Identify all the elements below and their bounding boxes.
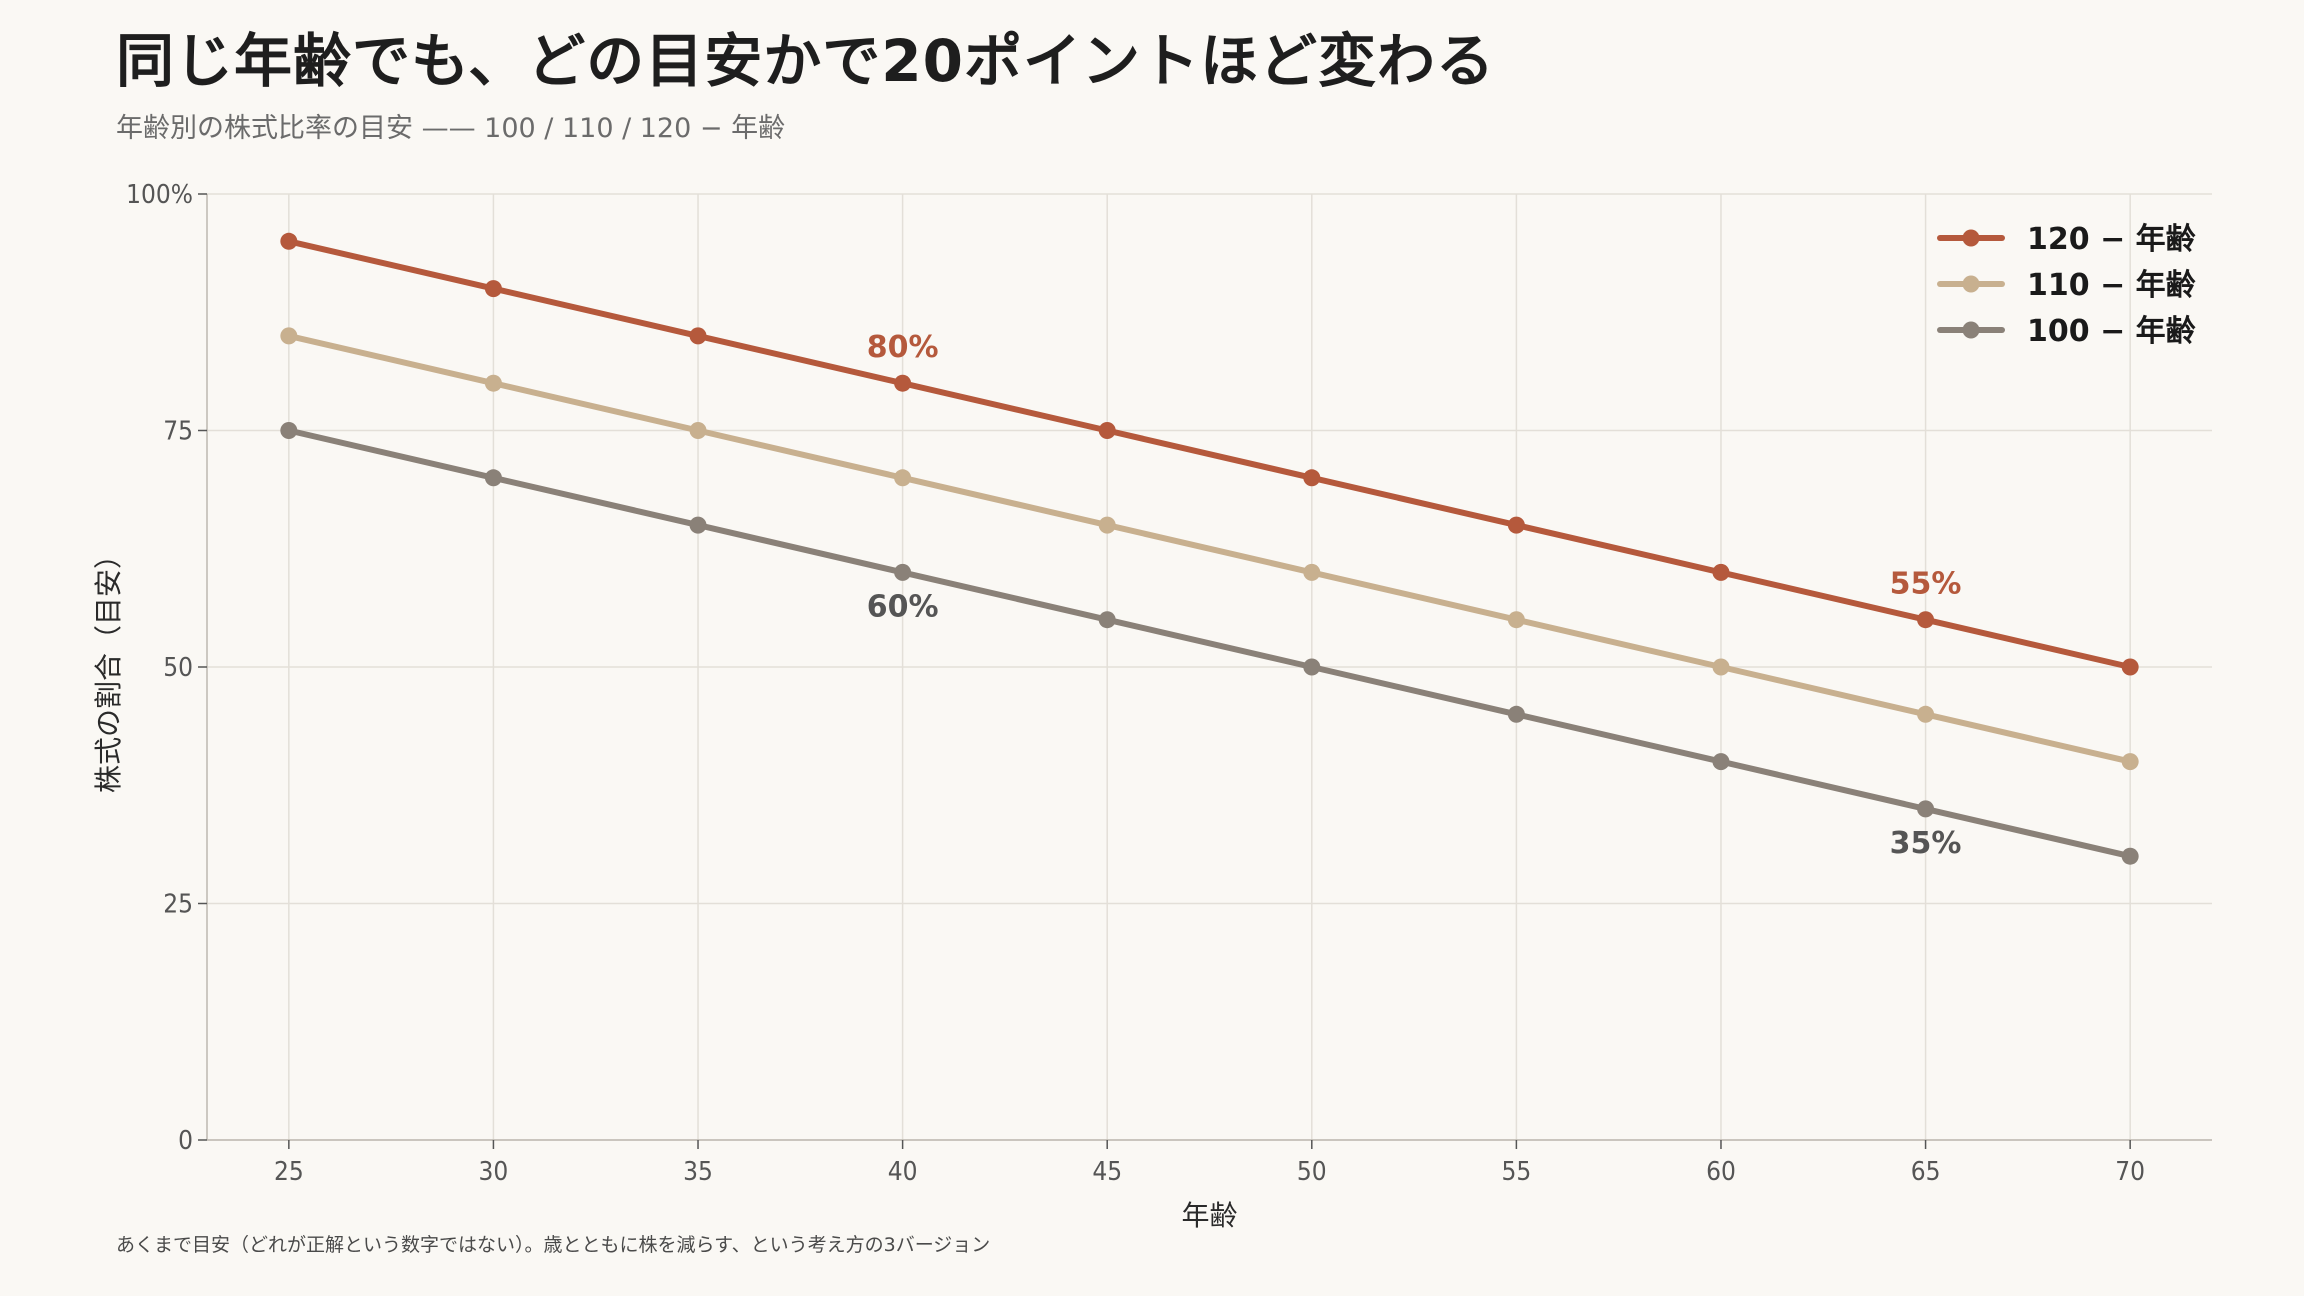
- legend: 120 − 年齢 110 − 年齢 100 − 年齢: [1937, 222, 2196, 349]
- data-point: [280, 327, 298, 345]
- y-tick-label: 100%: [126, 180, 193, 210]
- x-tick-label: 50: [1297, 1157, 1327, 1187]
- data-point: [689, 422, 707, 439]
- x-tick-label: 40: [888, 1157, 918, 1187]
- x-tick-label: 35: [683, 1157, 713, 1187]
- x-tick-label: 65: [1911, 1157, 1941, 1187]
- data-point: [1303, 469, 1321, 487]
- x-axis-title: 年齢: [1181, 1199, 1237, 1232]
- y-tick-label: 25: [163, 890, 193, 920]
- series-3: [280, 422, 2139, 865]
- data-point: [1712, 563, 1730, 581]
- data-point: [689, 327, 707, 345]
- grid: [207, 193, 2212, 1141]
- data-point: [1712, 753, 1730, 771]
- data-point: [280, 422, 298, 439]
- data-point: [1917, 800, 1935, 818]
- data-point: [894, 374, 912, 392]
- data-point: [2121, 847, 2139, 865]
- x-tick-label: 60: [1706, 1157, 1736, 1187]
- data-point: [484, 280, 502, 298]
- data-point: [1507, 516, 1525, 534]
- series-1: [280, 232, 2139, 676]
- data-point: [1917, 705, 1935, 723]
- data-point: [894, 563, 912, 581]
- series-line: [285, 332, 2134, 765]
- series-line: [285, 238, 2134, 670]
- data-point: [689, 516, 707, 534]
- data-point: [1098, 422, 1116, 439]
- legend-marker: [1962, 275, 1980, 293]
- series-line: [285, 427, 2134, 860]
- data-point: [1712, 658, 1730, 676]
- data-point: [1507, 611, 1525, 629]
- y-tick-label: 75: [163, 417, 193, 447]
- data-point: [484, 374, 502, 392]
- x-tick-label: 45: [1092, 1157, 1122, 1187]
- legend-label: 100 − 年齢: [2027, 314, 2196, 349]
- legend-label: 110 − 年齢: [2027, 268, 2196, 303]
- chart-subtitle: 年齢別の株式比率の目安 —— 100 / 110 / 120 − 年齢: [116, 113, 786, 144]
- x-tick-label: 30: [479, 1157, 509, 1187]
- series-2: [280, 327, 2139, 771]
- y-axis-title: 株式の割合（目安）: [92, 541, 125, 793]
- y-tick-label: 50: [163, 653, 193, 683]
- data-point: [1098, 611, 1116, 629]
- data-point: [280, 232, 298, 250]
- data-point: [2121, 753, 2139, 771]
- data-point: [2121, 658, 2139, 676]
- x-tick-label: 25: [274, 1157, 304, 1187]
- data-point: [1507, 705, 1525, 723]
- chart-title: 同じ年齢でも、どの目安かで20ポイントほど変わる: [116, 27, 1495, 95]
- annotation-label: 80%: [867, 330, 939, 365]
- data-point: [1303, 658, 1321, 676]
- data-point: [1917, 611, 1935, 629]
- data-point: [894, 469, 912, 487]
- data-point: [1303, 563, 1321, 581]
- x-tick-label: 55: [1502, 1157, 1532, 1187]
- data-point: [1098, 516, 1116, 534]
- data-point: [484, 469, 502, 487]
- annotation-label: 55%: [1890, 567, 1962, 602]
- annotation-label: 60%: [867, 589, 939, 624]
- legend-label: 120 − 年齢: [2027, 222, 2196, 257]
- x-tick-label: 70: [2115, 1157, 2145, 1187]
- y-tick-label: 0: [178, 1126, 193, 1156]
- legend-marker: [1962, 229, 1980, 247]
- chart-footnote: あくまで目安（どれが正解という数字ではない）。歳とともに株を減らす、という考え方…: [116, 1234, 991, 1256]
- legend-marker: [1962, 321, 1980, 339]
- annotation-label: 35%: [1890, 826, 1962, 861]
